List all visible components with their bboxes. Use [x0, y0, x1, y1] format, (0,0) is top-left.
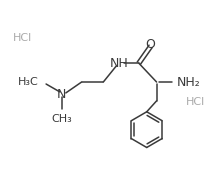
Text: CH₃: CH₃ — [51, 114, 72, 124]
Text: N: N — [57, 88, 66, 101]
Text: HCl: HCl — [12, 33, 32, 43]
Text: H₃C: H₃C — [18, 77, 38, 87]
Text: NH₂: NH₂ — [176, 75, 200, 89]
Text: NH: NH — [110, 57, 128, 70]
Text: O: O — [146, 38, 156, 51]
Text: HCl: HCl — [186, 97, 206, 107]
